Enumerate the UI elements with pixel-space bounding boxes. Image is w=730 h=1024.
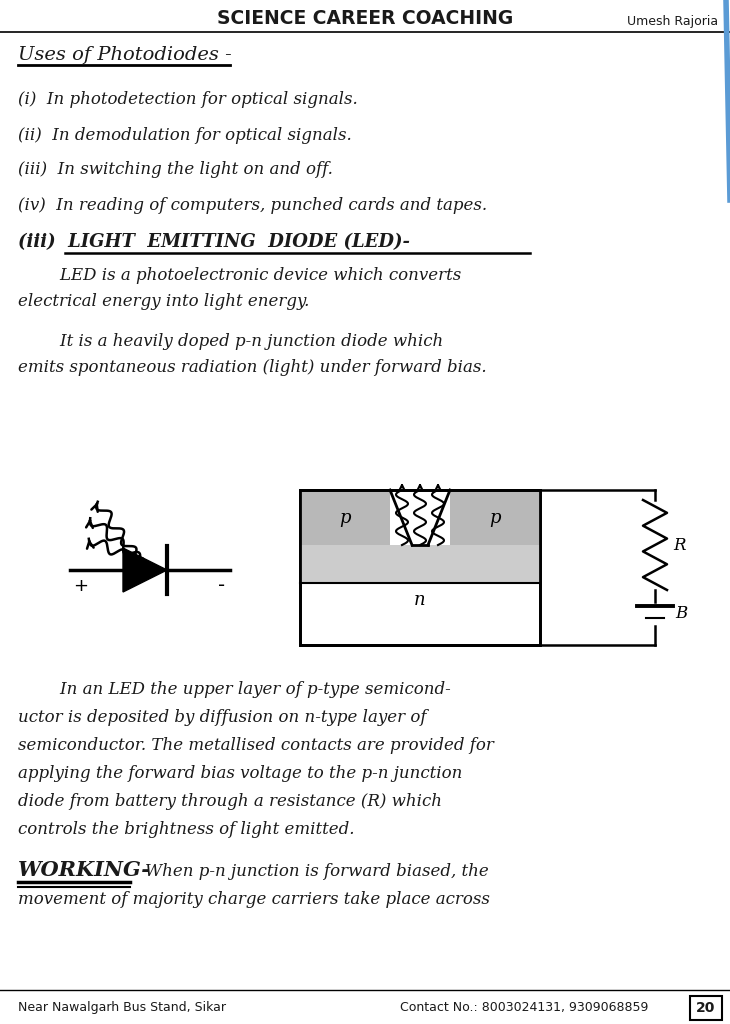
Text: LED is a photoelectronic device which converts: LED is a photoelectronic device which co… [18,266,461,284]
Text: R: R [673,537,685,554]
Text: applying the forward bias voltage to the p-n junction: applying the forward bias voltage to the… [18,766,462,782]
Text: semiconductor. The metallised contacts are provided for: semiconductor. The metallised contacts a… [18,737,494,755]
Text: p: p [489,509,501,527]
Bar [300,490,390,545]
Bar [450,490,540,545]
Text: SCIENCE CAREER COACHING: SCIENCE CAREER COACHING [217,8,513,28]
Text: Uses of Photodiodes -: Uses of Photodiodes - [18,46,231,63]
Text: +: + [73,577,88,595]
Text: -: - [218,577,225,596]
Text: diode from battery through a resistance (R) which: diode from battery through a resistance … [18,794,442,811]
Text: Umesh Rajoria: Umesh Rajoria [627,15,718,29]
Text: electrical energy into light energy.: electrical energy into light energy. [18,293,310,309]
Text: movement of majority charge carriers take place across: movement of majority charge carriers tak… [18,892,490,908]
Text: emits spontaneous radiation (light) under forward bias.: emits spontaneous radiation (light) unde… [18,359,487,377]
Text: (i)  In photodetection for optical signals.: (i) In photodetection for optical signal… [18,91,358,109]
Text: When p-n junction is forward biased, the: When p-n junction is forward biased, the [145,863,489,881]
Bar [300,490,540,645]
Text: Near Nawalgarh Bus Stand, Sikar: Near Nawalgarh Bus Stand, Sikar [18,1001,226,1015]
Text: (iii)  LIGHT  EMITTING  DIODE (LED)-: (iii) LIGHT EMITTING DIODE (LED)- [18,233,410,251]
Text: (ii)  In demodulation for optical signals.: (ii) In demodulation for optical signals… [18,127,352,143]
Text: controls the brightness of light emitted.: controls the brightness of light emitted… [18,821,355,839]
Text: Contact No.: 8003024131, 9309068859: Contact No.: 8003024131, 9309068859 [400,1001,648,1015]
Polygon shape [123,548,167,592]
Bar [300,490,540,645]
Text: B: B [675,605,687,623]
Text: uctor is deposited by diffusion on n-type layer of: uctor is deposited by diffusion on n-typ… [18,710,426,726]
Text: WORKING-: WORKING- [18,860,151,880]
Bar [300,545,540,583]
Text: p: p [339,509,350,527]
Text: (iii)  In switching the light on and off.: (iii) In switching the light on and off. [18,162,333,178]
Text: 20: 20 [696,1001,715,1015]
Text: (iv)  In reading of computers, punched cards and tapes.: (iv) In reading of computers, punched ca… [18,197,487,213]
Text: It is a heavily doped p-n junction diode which: It is a heavily doped p-n junction diode… [18,334,443,350]
Text: n: n [414,591,426,609]
Bar [690,996,722,1020]
Text: In an LED the upper layer of p-type semicond-: In an LED the upper layer of p-type semi… [18,682,450,698]
